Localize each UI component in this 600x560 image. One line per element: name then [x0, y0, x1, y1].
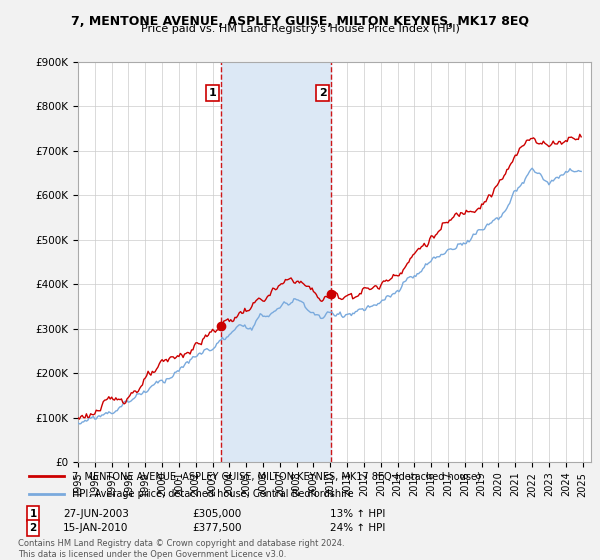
Text: 2: 2 — [319, 88, 326, 98]
Text: 27-JUN-2003: 27-JUN-2003 — [63, 508, 129, 519]
Text: 1: 1 — [29, 508, 37, 519]
Bar — [221, 62, 331, 462]
Text: HPI: Average price, detached house, Central Bedfordshire: HPI: Average price, detached house, Cent… — [72, 488, 354, 498]
Text: Contains HM Land Registry data © Crown copyright and database right 2024.
This d: Contains HM Land Registry data © Crown c… — [18, 539, 344, 559]
Text: 13% ↑ HPI: 13% ↑ HPI — [330, 508, 385, 519]
Text: Price paid vs. HM Land Registry's House Price Index (HPI): Price paid vs. HM Land Registry's House … — [140, 24, 460, 34]
Text: £305,000: £305,000 — [192, 508, 241, 519]
Text: 7, MENTONE AVENUE, ASPLEY GUISE, MILTON KEYNES, MK17 8EQ: 7, MENTONE AVENUE, ASPLEY GUISE, MILTON … — [71, 15, 529, 27]
Text: 1: 1 — [209, 88, 216, 98]
Text: £377,500: £377,500 — [192, 523, 241, 533]
Text: 7, MENTONE AVENUE, ASPLEY GUISE, MILTON KEYNES, MK17 8EQ (detached house): 7, MENTONE AVENUE, ASPLEY GUISE, MILTON … — [72, 471, 481, 481]
Text: 2: 2 — [29, 523, 37, 533]
Text: 24% ↑ HPI: 24% ↑ HPI — [330, 523, 385, 533]
Text: 15-JAN-2010: 15-JAN-2010 — [63, 523, 128, 533]
